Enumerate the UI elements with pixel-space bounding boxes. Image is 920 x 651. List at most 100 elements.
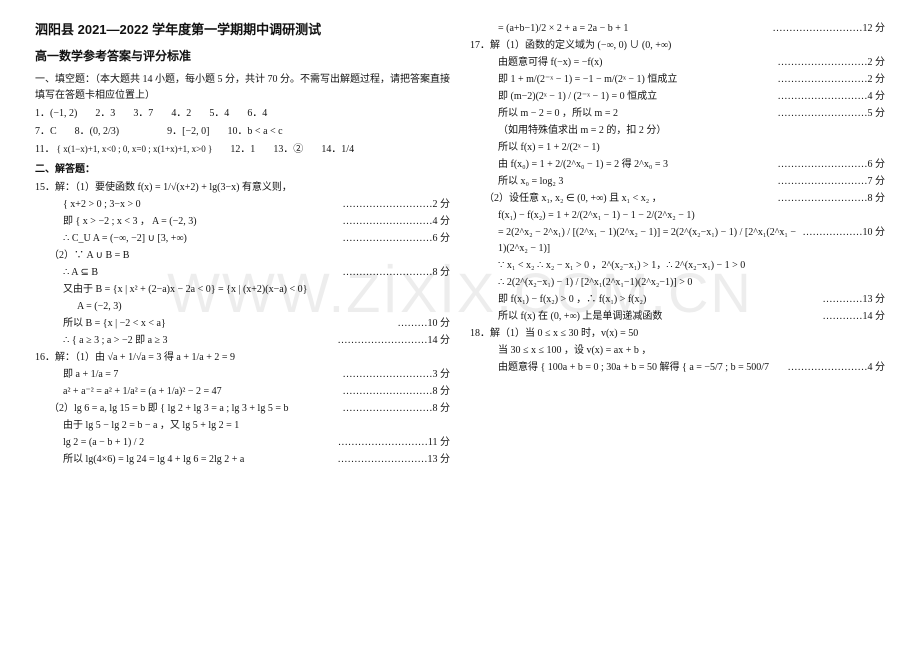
solution-line: lg 2 = (a − b + 1) / 2………………………11 分	[35, 435, 450, 451]
line-text: 即 (m−2)(2ˣ − 1) / (2⁻ˣ − 1) = 0 恒成立	[498, 89, 657, 105]
solution-line: = (a+b−1)/2 × 2 + a = 2a − b + 1 ………………………	[470, 21, 885, 37]
section-2-head: 二、解答题：	[35, 162, 450, 178]
ans-5: 5．4	[209, 106, 229, 122]
solution-line: （如用特殊值求出 m = 2 的，扣 2 分）	[470, 123, 885, 139]
solution-line: 即 { x > −2 ; x < 3 ， A = (−2, 3)………………………	[35, 214, 450, 230]
solution-line: ∴ { a ≥ 3 ; a > −2 即 a ≥ 3 ………………………14 分	[35, 333, 450, 349]
line-text: 由于 lg 5 − lg 2 = b − a ，又 lg 5 + lg 2 = …	[63, 418, 239, 434]
ans-2: 2．3	[95, 106, 115, 122]
line-text: ∴ 2(2^(x₂−x₁) − 1) / [2^x₁(2^x₁−1)(2^x₂−…	[498, 275, 692, 291]
points-marker: ………………………7 分	[778, 174, 886, 190]
line-text: 18．解（1）当 0 ≤ x ≤ 30 时，v(x) = 50	[470, 326, 638, 342]
ans-13: 13．②	[273, 142, 303, 158]
points-marker: ………10 分	[398, 316, 451, 332]
solution-line: 18．解（1）当 0 ≤ x ≤ 30 时，v(x) = 50	[470, 326, 885, 342]
left-column: 泗阳县 2021—2022 学年度第一学期期中调研测试 高一数学参考答案与评分标…	[25, 20, 460, 641]
line-text: 即 a + 1/a = 7	[63, 367, 118, 383]
solution-line: ∴ A ⊆ B ………………………8 分	[35, 265, 450, 281]
points-marker: ………………………3 分	[343, 367, 451, 383]
solution-line: 又由于 B = {x | x² + (2−a)x − 2a < 0} = {x …	[35, 282, 450, 298]
line-text: lg 2 = (a − b + 1) / 2	[63, 435, 144, 451]
ans-10: 10．b < a < c	[227, 124, 282, 140]
ans-14: 14．1/4	[321, 142, 354, 158]
points-marker: ……………………4 分	[788, 360, 886, 376]
ans-4: 4．2	[171, 106, 191, 122]
line-text: 由题意可得 f(−x) = −f(x)	[498, 55, 602, 71]
solution-line: 15．解：（1）要使函数 f(x) = 1/√(x+2) + lg(3−x) 有…	[35, 180, 450, 196]
solution-line: f(x₁) − f(x₂) = 1 + 2/(2^x₁ − 1) − 1 − 2…	[470, 208, 885, 224]
solution-line: 当 30 ≤ x ≤ 100 ，设 v(x) = ax + b ，	[470, 343, 885, 359]
line-text: ∵ x₁ < x₂ ∴ x₂ − x₁ > 0 ，2^(x₂−x₁) > 1，∴…	[498, 258, 745, 274]
ans-9: 9．[−2, 0]	[167, 124, 209, 140]
line-text: 所以 f(x) = 1 + 2/(2ˣ − 1)	[498, 140, 600, 156]
right-column: = (a+b−1)/2 × 2 + a = 2a − b + 1 ………………………	[460, 20, 895, 641]
line-text: 16．解：（1）由 √a + 1/√a = 3 得 a + 1/a + 2 = …	[35, 350, 235, 366]
page: 泗阳县 2021—2022 学年度第一学期期中调研测试 高一数学参考答案与评分标…	[0, 0, 920, 651]
points-marker: ………………………5 分	[778, 106, 886, 122]
solution-line: ∴ 2(2^(x₂−x₁) − 1) / [2^x₁(2^x₁−1)(2^x₂−…	[470, 275, 885, 291]
solution-line: 由 f(x₀) = 1 + 2/(2^x₀ − 1) = 2 得 2^x₀ = …	[470, 157, 885, 173]
solution-line: 16．解：（1）由 √a + 1/√a = 3 得 a + 1/a + 2 = …	[35, 350, 450, 366]
line-text: 所以 x₀ = log₂ 3	[498, 174, 563, 190]
points-marker: ………………………8 分	[343, 265, 451, 281]
line-text: ∴ { a ≥ 3 ; a > −2 即 a ≥ 3	[63, 333, 168, 349]
line-text: 所以 B = {x | −2 < x < a}	[63, 316, 166, 332]
solution-line: （2）∵ A ∪ B = B	[35, 248, 450, 264]
line-text: （2）设任意 x₁, x₂ ∈ (0, +∞) 且 x₁ < x₂ ，	[484, 191, 662, 207]
solution-line: 所以 lg(4×6) = lg 24 = lg 4 + lg 6 = 2lg 2…	[35, 452, 450, 468]
points-marker: ………………………2 分	[778, 55, 886, 71]
points-marker: ………………………2 分	[343, 197, 451, 213]
points-marker: ………………………4 分	[343, 214, 451, 230]
ans-12: 12．1	[230, 142, 255, 158]
line-text: 所以 lg(4×6) = lg 24 = lg 4 + lg 6 = 2lg 2…	[63, 452, 244, 468]
ans-3: 3．7	[133, 106, 153, 122]
solution-line: 由于 lg 5 − lg 2 = b − a ，又 lg 5 + lg 2 = …	[35, 418, 450, 434]
line-text: a² + a⁻² = a² + 1/a² = (a + 1/a)² − 2 = …	[63, 384, 222, 400]
points-marker: ………………………8 分	[343, 384, 451, 400]
points-marker: ………………………14 分	[338, 333, 451, 349]
answers-row-1: 1．(−1, 2) 2．3 3．7 4．2 5．4 6．4	[35, 106, 450, 122]
solution-line: 由题意可得 f(−x) = −f(x) ………………………2 分	[470, 55, 885, 71]
points-marker: ………………………12 分	[773, 21, 886, 37]
solution-line: 即 f(x₁) − f(x₂) > 0 ，∴ f(x₁) > f(x₂)……………	[470, 292, 885, 308]
solution-line: a² + a⁻² = a² + 1/a² = (a + 1/a)² − 2 = …	[35, 384, 450, 400]
line-text: 即 1 + m/(2⁻ˣ − 1) = −1 − m/(2ˣ − 1) 恒成立	[498, 72, 677, 88]
solution-line: 所以 f(x) 在 (0, +∞) 上是单调递减函数 …………14 分	[470, 309, 885, 325]
line-text: 又由于 B = {x | x² + (2−a)x − 2a < 0} = {x …	[63, 282, 307, 298]
answer-key-subtitle: 高一数学参考答案与评分标准	[35, 47, 450, 66]
line-text: 15．解：（1）要使函数 f(x) = 1/√(x+2) + lg(3−x) 有…	[35, 180, 292, 196]
solution-line: ∴ C_U A = (−∞, −2] ∪ [3, +∞) ………………………6 分	[35, 231, 450, 247]
ans-1: 1．(−1, 2)	[35, 106, 77, 122]
solution-line: { x+2 > 0 ; 3−x > 0………………………2 分	[35, 197, 450, 213]
ans-11-piecewise: { x(1−x)+1, x<0 ; 0, x=0 ; x(1+x)+1, x>0…	[57, 144, 213, 156]
solution-line: 所以 x₀ = log₂ 3 ………………………7 分	[470, 174, 885, 190]
solution-line: = 2(2^x₂ − 2^x₁) / [(2^x₁ − 1)(2^x₂ − 1)…	[470, 225, 885, 257]
points-marker: ………………………4 分	[778, 89, 886, 105]
points-marker: ………………………6 分	[343, 231, 451, 247]
fill-blank-instruction: 一、填空题：（本大题共 14 小题，每小题 5 分，共计 70 分。不需写出解题…	[35, 72, 450, 104]
line-text: 由题意得 { 100a + b = 0 ; 30a + b = 50 解得 { …	[498, 360, 769, 376]
solution-line: （2）设任意 x₁, x₂ ∈ (0, +∞) 且 x₁ < x₂ ，………………	[470, 191, 885, 207]
line-text: （2）∵ A ∪ B = B	[49, 248, 129, 264]
line-text: ∴ C_U A = (−∞, −2] ∪ [3, +∞)	[63, 231, 187, 247]
points-marker: ………………10 分	[803, 225, 886, 241]
solution-line: A = (−2, 3)	[35, 299, 450, 315]
exam-title: 泗阳县 2021—2022 学年度第一学期期中调研测试	[35, 20, 450, 41]
points-marker: ………………………6 分	[778, 157, 886, 173]
ans-7: 7．C	[35, 124, 57, 140]
solution-line: 所以 f(x) = 1 + 2/(2ˣ − 1)	[470, 140, 885, 156]
line-text: （2）lg 6 = a, lg 15 = b 即 { lg 2 + lg 3 =…	[49, 401, 288, 417]
solution-line: 由题意得 { 100a + b = 0 ; 30a + b = 50 解得 { …	[470, 360, 885, 376]
solution-line: 所以 m − 2 = 0 ，所以 m = 2 ………………………5 分	[470, 106, 885, 122]
ans-11: 11． { x(1−x)+1, x<0 ; 0, x=0 ; x(1+x)+1,…	[35, 142, 212, 158]
line-text: ∴ A ⊆ B	[63, 265, 98, 281]
line-text: = (a+b−1)/2 × 2 + a = 2a − b + 1	[498, 21, 628, 37]
line-text: （如用特殊值求出 m = 2 的，扣 2 分）	[498, 123, 666, 139]
line-text: 所以 m − 2 = 0 ，所以 m = 2	[498, 106, 618, 122]
solution-line: 即 1 + m/(2⁻ˣ − 1) = −1 − m/(2ˣ − 1) 恒成立……	[470, 72, 885, 88]
points-marker: …………14 分	[823, 309, 886, 325]
line-text: A = (−2, 3)	[77, 299, 122, 315]
line-text: 由 f(x₀) = 1 + 2/(2^x₀ − 1) = 2 得 2^x₀ = …	[498, 157, 668, 173]
line-text: 所以 f(x) 在 (0, +∞) 上是单调递减函数	[498, 309, 662, 325]
left-solution-lines: 15．解：（1）要使函数 f(x) = 1/√(x+2) + lg(3−x) 有…	[35, 180, 450, 468]
